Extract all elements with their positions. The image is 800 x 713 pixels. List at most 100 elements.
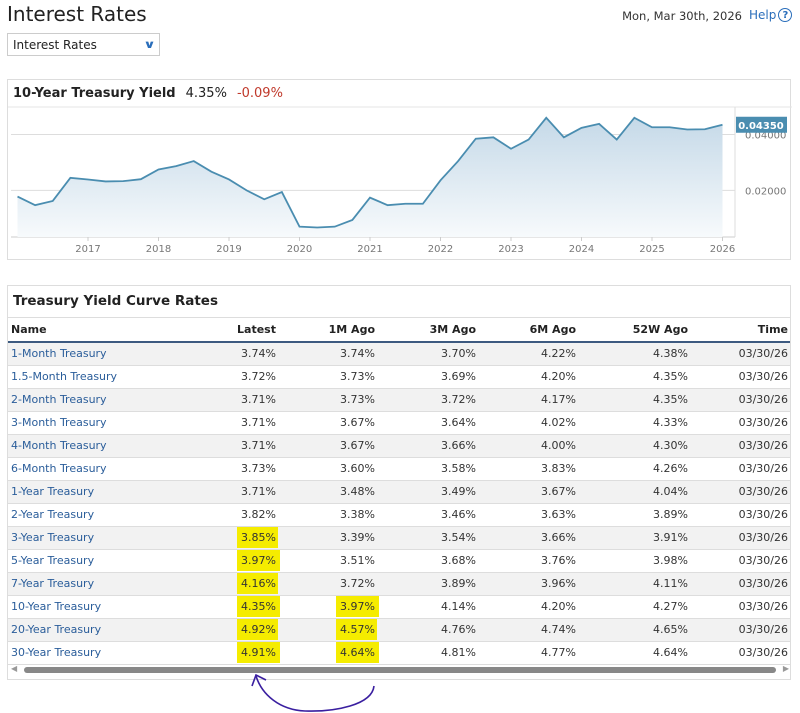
treasury-name-link[interactable]: 1-Year Treasury [8, 480, 168, 504]
column-header-latest[interactable]: Latest [168, 317, 278, 343]
cell-latest: 3.71% [168, 388, 278, 412]
cell-latest: 3.71% [168, 480, 278, 504]
treasury-name-link[interactable]: 1.5-Month Treasury [8, 365, 168, 389]
cell-6m-ago: 4.00% [478, 434, 578, 458]
highlighted-value: 4.16% [237, 573, 280, 594]
x-tick-label: 2020 [287, 244, 312, 255]
highlighted-value: 4.57% [336, 619, 379, 640]
cell-6m-ago: 4.20% [478, 595, 578, 619]
cell-3m-ago: 3.66% [377, 434, 478, 458]
cell-52w-ago: 4.27% [578, 595, 690, 619]
treasury-name-link[interactable]: 30-Year Treasury [8, 641, 168, 665]
table-row: 7-Year Treasury 4.16% 3.72% 3.89% 3.96% 4.11%… [8, 572, 790, 596]
cell-1m-ago: 3.73% [278, 365, 377, 389]
treasury-name-link[interactable]: 3-Year Treasury [8, 526, 168, 550]
cell-1m-ago: 4.64% [278, 641, 379, 665]
table-header-row: Name Latest 1M Ago 3M Ago 6M Ago 52W Ago Time [8, 317, 790, 343]
cell-1m-ago: 3.51% [278, 549, 377, 573]
treasury-name-link[interactable]: 2-Year Treasury [8, 503, 168, 527]
cell-latest: 3.74% [168, 342, 278, 366]
cell-time: 03/30/26 [690, 641, 790, 665]
table-title: Treasury Yield Curve Rates [13, 293, 218, 309]
scrollbar-thumb[interactable] [24, 667, 776, 673]
cell-1m-ago: 3.39% [278, 526, 377, 550]
cell-52w-ago: 4.38% [578, 342, 690, 366]
cell-6m-ago: 4.77% [478, 641, 578, 665]
cell-6m-ago: 3.96% [478, 572, 578, 596]
treasury-name-link[interactable]: 7-Year Treasury [8, 572, 168, 596]
cell-3m-ago: 4.14% [377, 595, 478, 619]
cell-1m-ago: 3.97% [278, 595, 379, 619]
cell-time: 03/30/26 [690, 457, 790, 481]
chart-value: 4.35% [185, 86, 227, 101]
cell-1m-ago: 3.74% [278, 342, 377, 366]
highlighted-value: 4.92% [237, 619, 280, 640]
current-value-badge [736, 116, 787, 133]
cell-3m-ago: 3.70% [377, 342, 478, 366]
cell-latest: 3.71% [168, 434, 278, 458]
cell-3m-ago: 3.58% [377, 457, 478, 481]
treasury-name-link[interactable]: 2-Month Treasury [8, 388, 168, 412]
question-circle-icon: ? [778, 8, 793, 22]
category-dropdown[interactable]: Interest Rates ∨ [7, 33, 160, 56]
column-header-52w-ago[interactable]: 52W Ago [578, 317, 690, 343]
cell-6m-ago: 4.74% [478, 618, 578, 642]
chart-title: 10-Year Treasury Yield [13, 86, 176, 101]
cell-1m-ago: 3.60% [278, 457, 377, 481]
cell-latest: 3.71% [168, 411, 278, 435]
cell-6m-ago: 4.17% [478, 388, 578, 412]
cell-latest: 3.85% [168, 526, 280, 550]
table-row: 1-Month Treasury 3.74% 3.74% 3.70% 4.22% 4.38… [8, 342, 790, 366]
treasury-name-link[interactable]: 4-Month Treasury [8, 434, 168, 458]
cell-time: 03/30/26 [690, 618, 790, 642]
horizontal-scrollbar[interactable]: ◀ ▶ [11, 664, 789, 676]
cell-1m-ago: 3.72% [278, 572, 377, 596]
column-header-3m-ago[interactable]: 3M Ago [377, 317, 478, 343]
column-header-name[interactable]: Name [8, 317, 168, 343]
table-row: 1.5-Month Treasury 3.72% 3.73% 3.69% 4.20% 4.… [8, 365, 790, 389]
chart-panel: 0.02000 0.04000 2017 2018 2019 2020 2021 2022 20… [7, 79, 792, 260]
cell-1m-ago: 3.73% [278, 388, 377, 412]
column-header-1m-ago[interactable]: 1M Ago [278, 317, 377, 343]
treasury-name-link[interactable]: 20-Year Treasury [8, 618, 168, 642]
treasury-name-link[interactable]: 10-Year Treasury [8, 595, 168, 619]
cell-3m-ago: 3.49% [377, 480, 478, 504]
x-tick-label: 2019 [216, 244, 241, 255]
highlighted-value: 4.35% [237, 596, 280, 617]
cell-time: 03/30/26 [690, 526, 790, 550]
cell-52w-ago: 4.35% [578, 388, 690, 412]
cell-time: 03/30/26 [690, 549, 790, 573]
cell-time: 03/30/26 [690, 388, 790, 412]
treasury-name-link[interactable]: 3-Month Treasury [8, 411, 168, 435]
highlighted-value: 3.85% [237, 527, 280, 548]
cell-6m-ago: 4.02% [478, 411, 578, 435]
chevron-down-icon: ∨ [143, 38, 156, 51]
table-row: 10-Year Treasury 4.35% 3.97% 4.14% 4.20% 4.27… [8, 595, 790, 619]
table-row: 6-Month Treasury 3.73% 3.60% 3.58% 3.83% 4.26… [8, 457, 790, 481]
column-header-time[interactable]: Time [690, 317, 790, 343]
cell-time: 03/30/26 [690, 503, 790, 527]
cell-3m-ago: 3.69% [377, 365, 478, 389]
cell-latest: 3.82% [168, 503, 278, 527]
scroll-left-icon[interactable]: ◀ [11, 664, 18, 673]
scroll-right-icon[interactable]: ▶ [782, 664, 789, 673]
table-row: 5-Year Treasury 3.97% 3.51% 3.68% 3.76% 3.98%… [8, 549, 790, 573]
x-tick-label: 2022 [428, 244, 453, 255]
page-title: Interest Rates [7, 2, 147, 26]
cell-latest: 4.16% [168, 572, 280, 596]
cell-6m-ago: 4.20% [478, 365, 578, 389]
current-value-label: 0.04350 [738, 121, 784, 132]
cell-52w-ago: 4.33% [578, 411, 690, 435]
x-tick-label: 2025 [639, 244, 664, 255]
cell-1m-ago: 4.57% [278, 618, 379, 642]
help-link[interactable]: Help? [749, 8, 793, 22]
cell-52w-ago: 3.98% [578, 549, 690, 573]
cell-3m-ago: 3.72% [377, 388, 478, 412]
treasury-name-link[interactable]: 1-Month Treasury [8, 342, 168, 366]
table-row: 30-Year Treasury 4.91% 4.64% 4.81% 4.77% 4.64… [8, 641, 790, 665]
treasury-name-link[interactable]: 6-Month Treasury [8, 457, 168, 481]
cell-latest: 3.97% [168, 549, 280, 573]
column-header-6m-ago[interactable]: 6M Ago [478, 317, 578, 343]
treasury-name-link[interactable]: 5-Year Treasury [8, 549, 168, 573]
cell-latest: 4.35% [168, 595, 280, 619]
